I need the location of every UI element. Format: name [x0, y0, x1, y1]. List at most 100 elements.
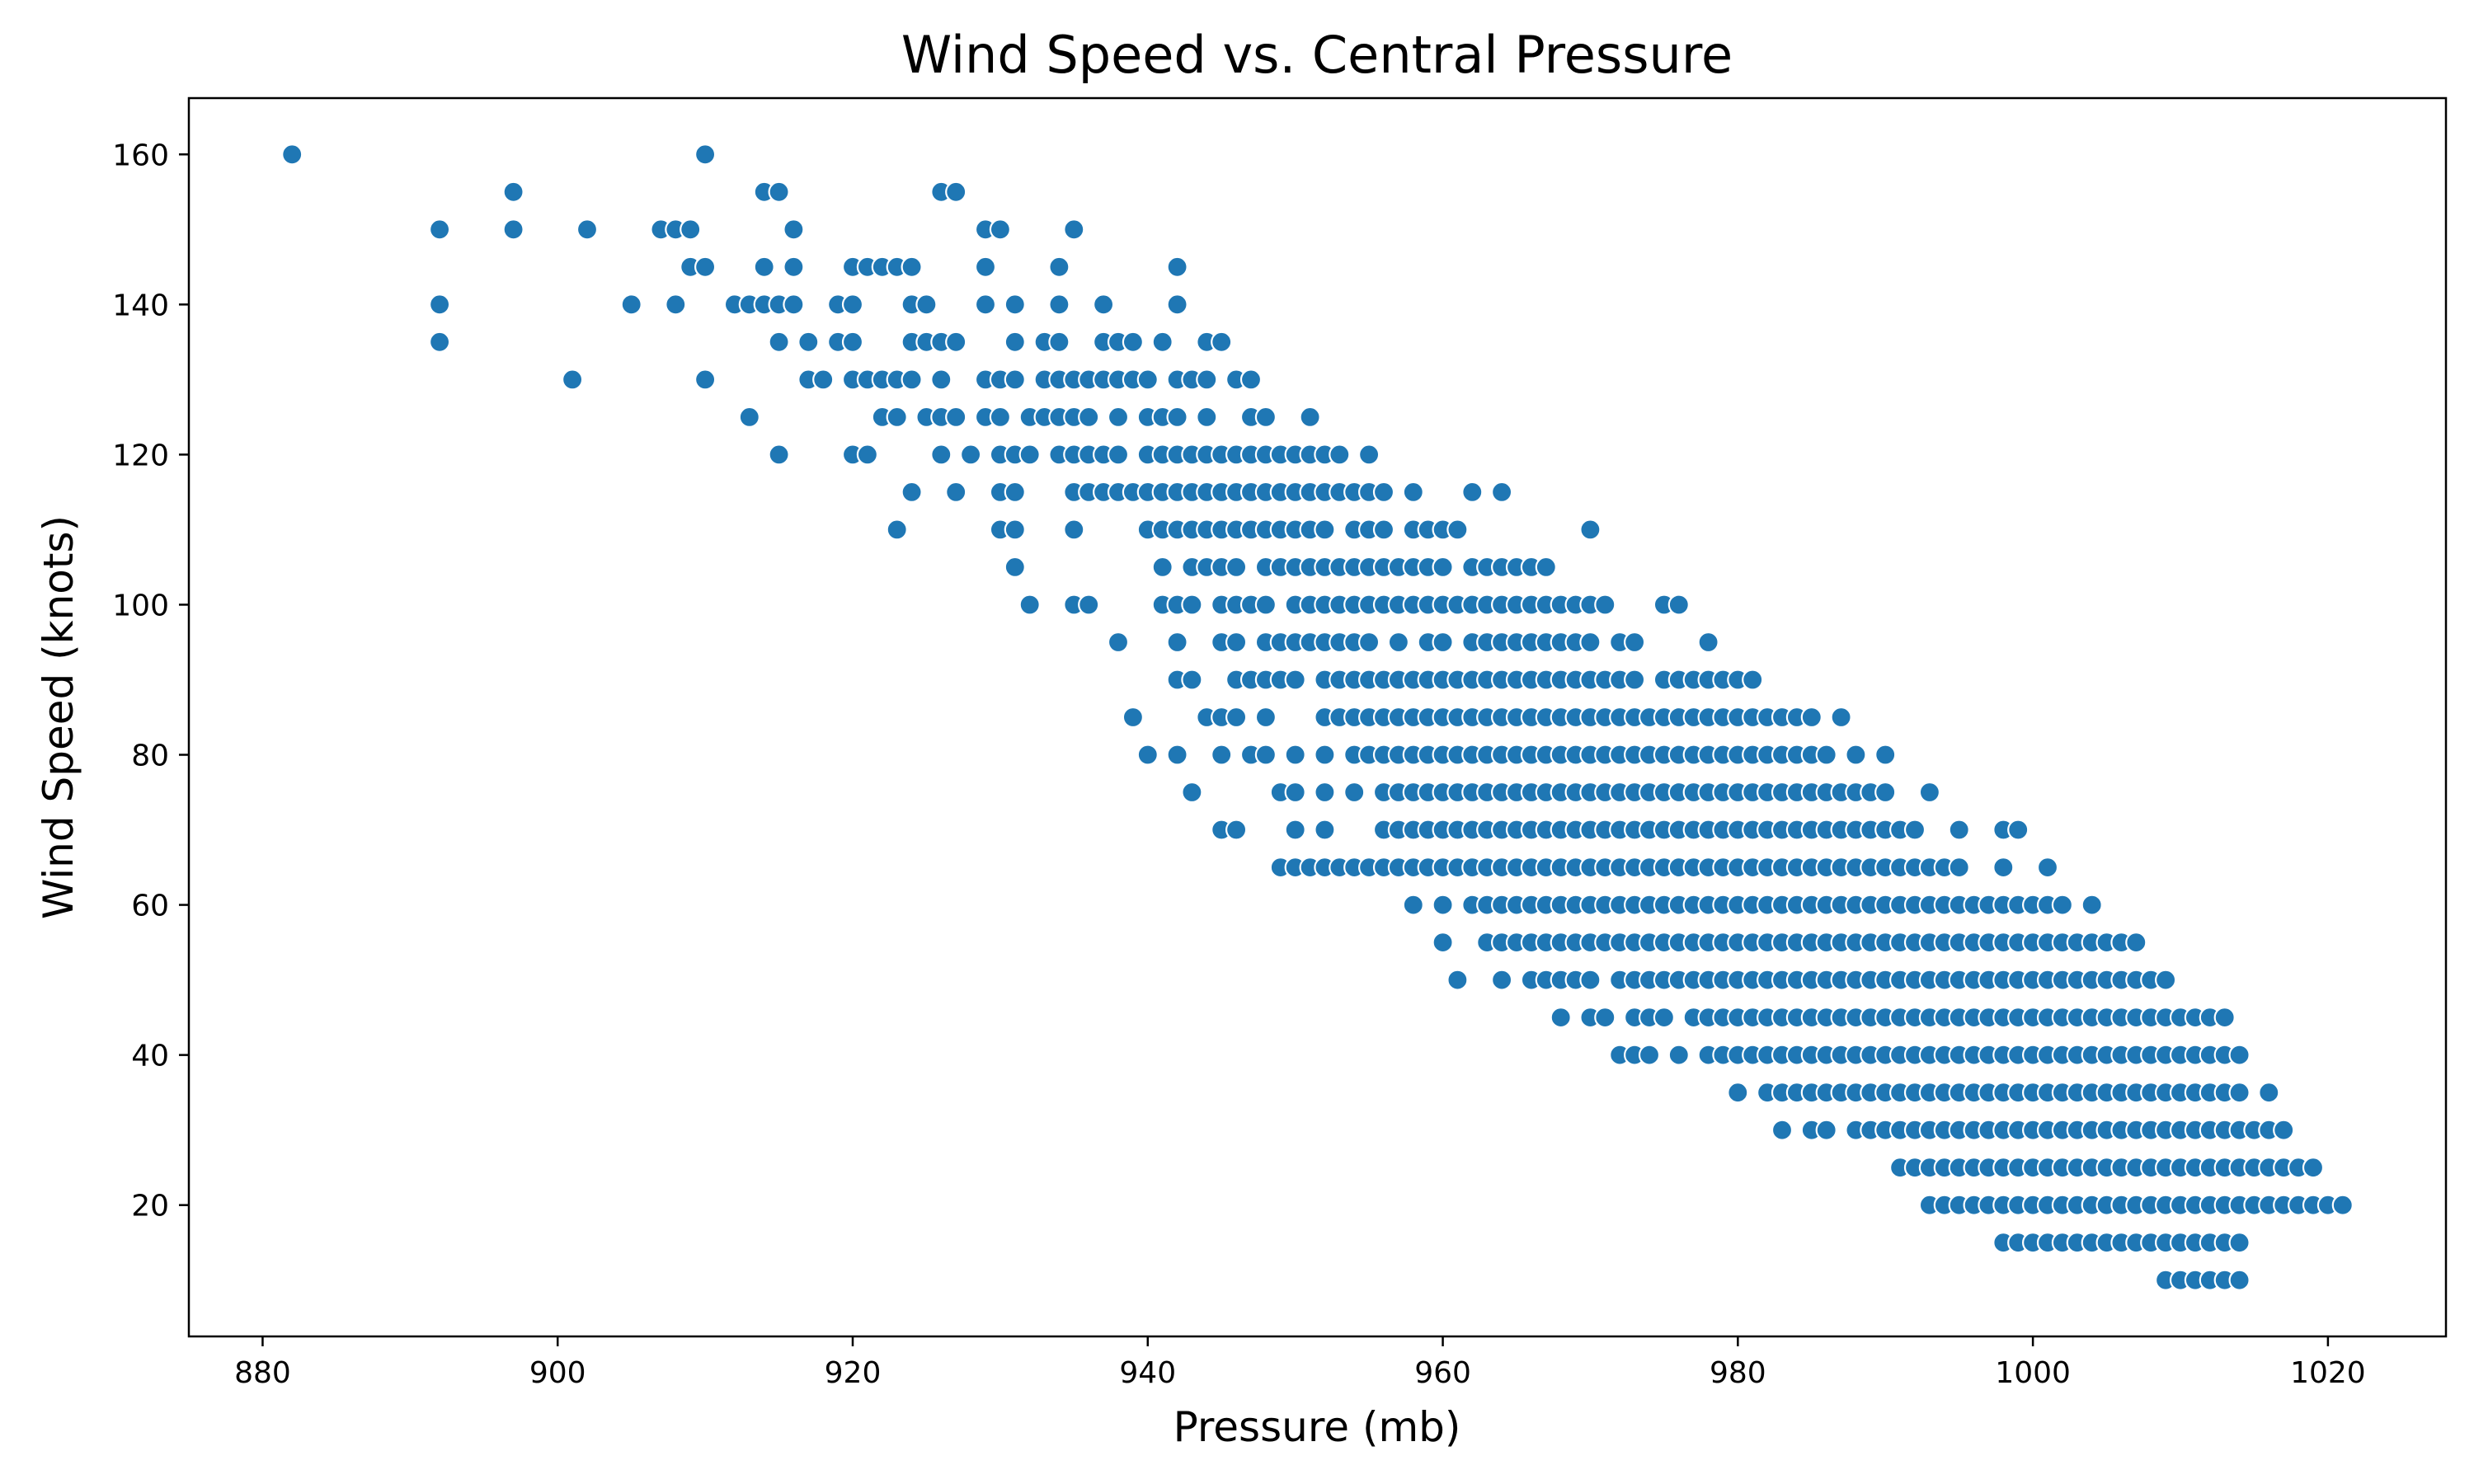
- data-point: [1004, 481, 1026, 504]
- data-point: [2273, 1119, 2295, 1141]
- data-point: [2228, 1269, 2251, 1291]
- data-point: [945, 181, 967, 203]
- data-point: [1314, 744, 1336, 766]
- data-point: [1992, 856, 2015, 879]
- data-point: [1284, 819, 1306, 841]
- data-point: [428, 331, 451, 353]
- data-point: [1063, 218, 1085, 241]
- data-point: [428, 294, 451, 316]
- data-point: [930, 444, 952, 466]
- data-point: [1830, 706, 1852, 729]
- data-point: [1446, 969, 1469, 991]
- data-point: [1314, 519, 1336, 541]
- data-point: [856, 444, 879, 466]
- data-point: [753, 256, 775, 278]
- data-point: [680, 218, 702, 241]
- data-point: [1048, 294, 1070, 316]
- x-tick-label: 900: [529, 1356, 586, 1390]
- data-point: [1078, 594, 1100, 616]
- data-point: [502, 218, 524, 241]
- data-point: [1107, 406, 1130, 428]
- x-tick-label: 980: [1710, 1356, 1766, 1390]
- data-point: [1004, 331, 1026, 353]
- data-point: [1107, 444, 1130, 466]
- data-point: [1048, 256, 1070, 278]
- data-point: [1727, 1082, 1749, 1104]
- data-point: [1078, 406, 1100, 428]
- data-point: [1211, 331, 1233, 353]
- data-point: [1063, 519, 1085, 541]
- data-point: [1594, 594, 1616, 616]
- data-point: [1004, 369, 1026, 391]
- data-point: [561, 369, 584, 391]
- data-point: [1667, 1044, 1690, 1066]
- data-point: [1948, 856, 1970, 879]
- y-tick-label: 40: [131, 1040, 169, 1073]
- data-point: [694, 143, 717, 166]
- data-point: [1166, 256, 1188, 278]
- data-point: [694, 369, 717, 391]
- data-point: [945, 331, 967, 353]
- x-tick-label: 960: [1414, 1356, 1471, 1390]
- y-axis-label: Wind Speed (knots): [35, 515, 82, 919]
- data-point: [2228, 1082, 2251, 1104]
- data-point: [1254, 406, 1277, 428]
- data-point: [1667, 594, 1690, 616]
- data-point: [886, 519, 908, 541]
- data-point: [1284, 669, 1306, 691]
- data-point: [576, 218, 599, 241]
- data-point: [2258, 1082, 2280, 1104]
- data-point: [1653, 1006, 1676, 1029]
- data-point: [665, 294, 687, 316]
- y-tick-label: 20: [131, 1190, 169, 1223]
- data-point: [959, 444, 982, 466]
- x-tick-label: 1020: [2290, 1356, 2366, 1390]
- data-point: [1697, 631, 1719, 654]
- data-point: [620, 294, 642, 316]
- data-point: [974, 256, 997, 278]
- data-point: [2036, 856, 2059, 879]
- data-point: [2081, 894, 2103, 916]
- data-point: [1372, 519, 1395, 541]
- data-point: [1594, 1006, 1616, 1029]
- data-point: [2331, 1194, 2354, 1216]
- y-tick-label: 60: [131, 890, 169, 923]
- data-point: [1815, 1119, 1837, 1141]
- data-point: [930, 369, 952, 391]
- data-point: [1446, 519, 1469, 541]
- data-point: [2125, 931, 2147, 954]
- y-tick-label: 80: [131, 740, 169, 773]
- data-point: [2007, 819, 2030, 841]
- data-point: [1284, 744, 1306, 766]
- data-point: [1048, 331, 1070, 353]
- data-point: [1225, 556, 1248, 579]
- data-point: [2228, 1232, 2251, 1254]
- data-point: [502, 181, 524, 203]
- x-tick-label: 880: [234, 1356, 291, 1390]
- data-point: [1122, 706, 1145, 729]
- data-point: [989, 218, 1012, 241]
- data-point: [1800, 706, 1823, 729]
- data-point: [1166, 294, 1188, 316]
- data-point: [1136, 369, 1159, 391]
- data-point: [1490, 969, 1513, 991]
- data-point: [1136, 744, 1159, 766]
- data-point: [1314, 781, 1336, 804]
- x-tick-label: 940: [1119, 1356, 1176, 1390]
- data-point: [1225, 819, 1248, 841]
- data-point: [1357, 631, 1380, 654]
- data-point: [841, 294, 864, 316]
- data-point: [1742, 669, 1764, 691]
- data-point: [738, 406, 760, 428]
- data-point: [1225, 631, 1248, 654]
- data-point: [1874, 744, 1897, 766]
- data-point: [1254, 706, 1277, 729]
- x-axis: 880 900 920 940 960 980 1000 1020: [234, 1336, 2366, 1390]
- data-point: [901, 369, 923, 391]
- data-point: [1254, 594, 1277, 616]
- data-point: [1166, 631, 1188, 654]
- data-point: [694, 256, 717, 278]
- data-point: [1151, 331, 1174, 353]
- data-point: [974, 294, 997, 316]
